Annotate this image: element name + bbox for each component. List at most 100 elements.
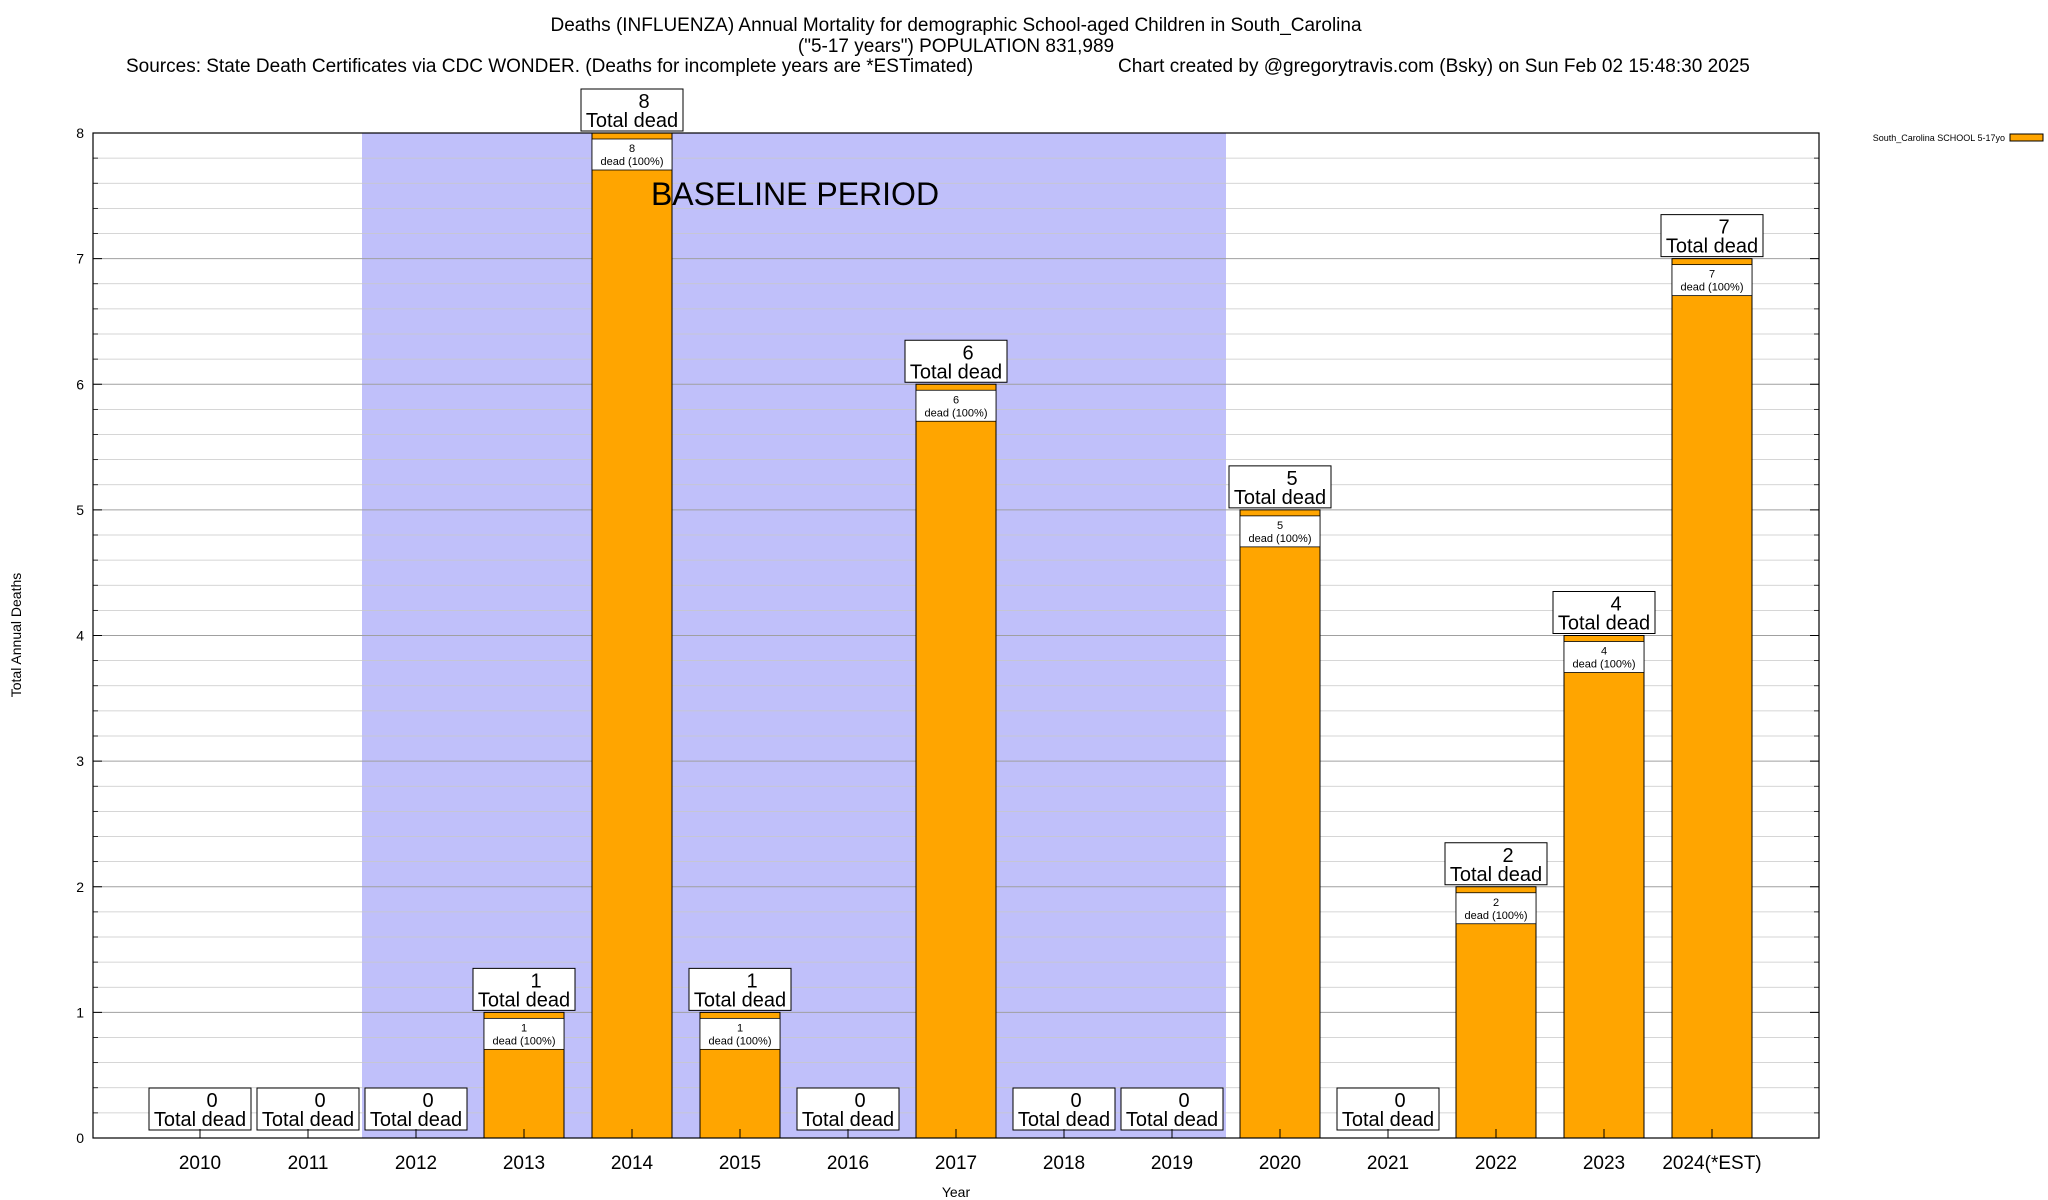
x-tick-label: 2015	[719, 1153, 761, 1174]
bar-inner-label-box	[483, 1017, 565, 1050]
x-tick-label: 2023	[1583, 1153, 1625, 1174]
bar-total-value: 1	[746, 970, 757, 992]
x-tick-label: 2024(*EST)	[1662, 1153, 1761, 1174]
y-tick-label: 2	[76, 879, 84, 895]
y-tick-label: 3	[76, 753, 84, 769]
bar-total-label-box	[1120, 1087, 1224, 1131]
bar-total-label-box	[688, 967, 792, 1011]
x-tick-label: 2011	[288, 1153, 329, 1174]
x-tick-label: 2018	[1043, 1153, 1085, 1174]
bar-total-label-box	[1444, 842, 1548, 886]
chart-title: Deaths (INFLUENZA) Annual Mortality for …	[550, 15, 1361, 36]
bar-total-caption: Total dead	[1018, 1109, 1110, 1131]
x-tick-label: 2020	[1259, 1153, 1301, 1174]
bar-inner-percent: dead (100%)	[1465, 910, 1528, 922]
bar-total-label-box	[1336, 1087, 1440, 1131]
bar-total-label-box	[148, 1087, 252, 1131]
bar-total-value: 0	[854, 1090, 865, 1112]
bar-inner-value: 1	[521, 1022, 527, 1034]
x-tick-label: 2019	[1151, 1153, 1193, 1174]
bar-total-value: 6	[962, 342, 973, 364]
bar-total-caption: Total dead	[1234, 487, 1326, 509]
y-tick-label: 8	[76, 125, 84, 141]
bar-inner-value: 4	[1601, 646, 1607, 658]
bar-inner-percent: dead (100%)	[493, 1035, 556, 1047]
bar-total-value: 0	[1070, 1090, 1081, 1112]
bar-total-caption: Total dead	[478, 989, 570, 1011]
bar-total-label-box	[580, 88, 684, 132]
bar-total-caption: Total dead	[370, 1109, 462, 1131]
source-line: Sources: State Death Certificates via CD…	[126, 56, 973, 77]
bar-inner-label-box	[1455, 892, 1537, 925]
bar-total-caption: Total dead	[1666, 236, 1758, 258]
bar-inner-label-box	[1239, 515, 1321, 548]
bar-total-value: 0	[206, 1090, 217, 1112]
bar-total-caption: Total dead	[154, 1109, 246, 1131]
bar-total-label-box	[472, 967, 576, 1011]
x-tick-label: 2012	[395, 1153, 437, 1174]
bar-inner-value: 5	[1277, 520, 1283, 532]
legend-swatch	[2009, 133, 2044, 142]
credit-line: Chart created by @gregorytravis.com (Bsk…	[1118, 56, 1750, 77]
bar-inner-label-box	[1671, 264, 1753, 297]
bar-inner-label-box	[699, 1017, 781, 1050]
y-tick-label: 4	[76, 628, 84, 644]
bar-total-label-box	[904, 339, 1008, 383]
bar-inner-value: 7	[1709, 269, 1715, 281]
bar-total-value: 8	[638, 91, 649, 113]
bar-total-value: 4	[1610, 594, 1621, 616]
bar-inner-percent: dead (100%)	[1249, 533, 1312, 545]
bar-total-label-box	[1012, 1087, 1116, 1131]
bar-inner-percent: dead (100%)	[1681, 282, 1744, 294]
y-tick-label: 0	[76, 1130, 84, 1146]
chart-subtitle: ("5-17 years") POPULATION 831,989	[798, 36, 1114, 57]
bar-inner-value: 6	[953, 394, 959, 406]
y-tick-label: 5	[76, 502, 84, 518]
bar-total-value: 0	[422, 1090, 433, 1112]
x-tick-label: 2017	[935, 1153, 977, 1174]
x-tick-label: 2014	[611, 1153, 654, 1174]
bar-total-caption: Total dead	[1450, 864, 1542, 886]
legend-entry-label: South_Carolina SCHOOL 5-17yo	[1873, 133, 2005, 143]
bar-inner-percent: dead (100%)	[601, 156, 664, 168]
baseline-period-label: BASELINE PERIOD	[651, 176, 939, 212]
y-tick-label: 7	[76, 251, 84, 267]
bar-total-caption: Total dead	[262, 1109, 354, 1131]
bar-inner-label-box	[1563, 641, 1645, 673]
bar-total-caption: Total dead	[910, 361, 1002, 383]
bar-total-caption: Total dead	[1342, 1109, 1434, 1131]
x-tick-label: 2022	[1475, 1153, 1517, 1174]
bar-total-value: 1	[530, 970, 541, 992]
bar-total-label-box	[1660, 214, 1764, 258]
bar	[1455, 886, 1537, 1139]
bar-total-value: 2	[1502, 845, 1513, 867]
bar-total-caption: Total dead	[586, 110, 678, 132]
bar	[1563, 635, 1645, 1139]
y-tick-label: 6	[76, 376, 84, 392]
bar-total-caption: Total dead	[1126, 1109, 1218, 1131]
bar	[1239, 509, 1321, 1139]
bar-total-label-box	[796, 1087, 900, 1131]
bar-total-value: 0	[1394, 1090, 1405, 1112]
